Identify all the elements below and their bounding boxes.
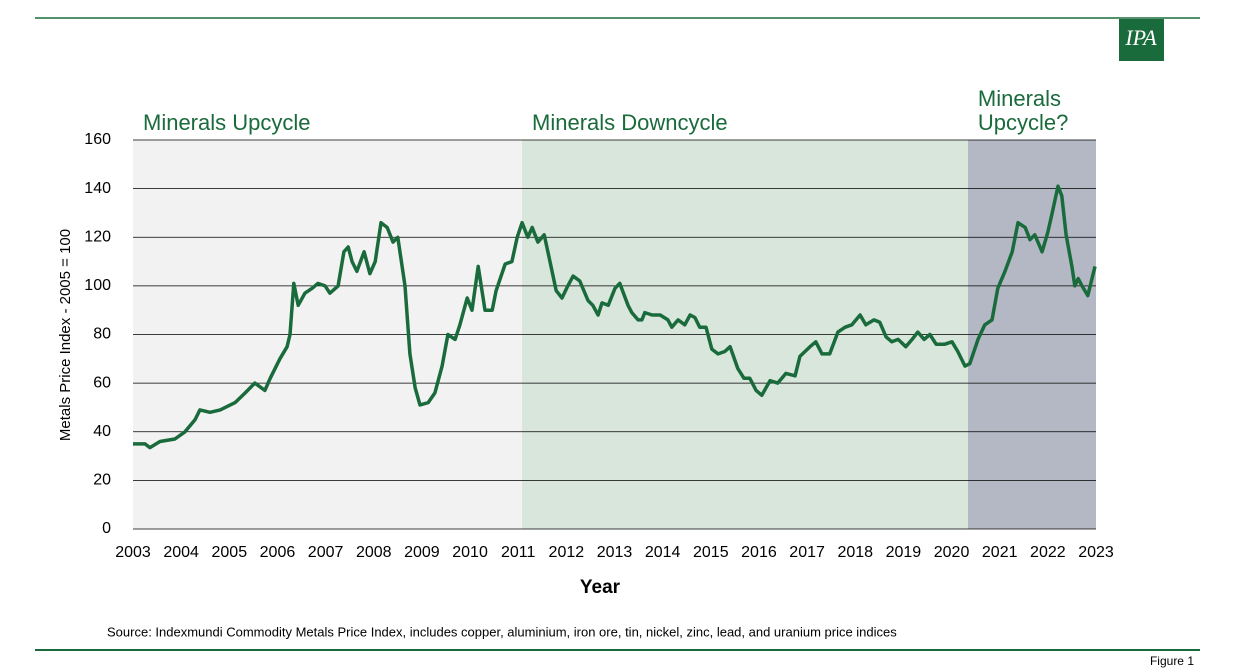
x-tick-label: 2010 — [452, 544, 488, 561]
x-tick-label: 2021 — [982, 544, 1018, 561]
source-note: Source: Indexmundi Commodity Metals Pric… — [107, 624, 897, 639]
figure-label: Figure 1 — [1150, 654, 1194, 668]
x-tick-label: 2017 — [789, 544, 825, 561]
logo: IPA — [1124, 25, 1157, 50]
y-tick-label: 140 — [84, 180, 111, 197]
x-tick-label: 2009 — [404, 544, 440, 561]
x-tick-label: 2006 — [260, 544, 296, 561]
x-tick-label: 2014 — [645, 544, 681, 561]
x-tick-label: 2007 — [308, 544, 344, 561]
x-tick-label: 2012 — [549, 544, 585, 561]
x-tick-label: 2020 — [934, 544, 970, 561]
x-tick-label: 2023 — [1078, 544, 1114, 561]
y-tick-label: 100 — [84, 277, 111, 294]
logo-box — [1119, 19, 1164, 61]
y-tick-label: 80 — [93, 326, 111, 343]
region-label: Upcycle? — [978, 110, 1068, 135]
region-label: Minerals Downcycle — [532, 110, 728, 135]
x-tick-label: 2008 — [356, 544, 392, 561]
x-tick-label: 2003 — [115, 544, 151, 561]
x-tick-label: 2011 — [501, 544, 536, 561]
y-tick-label: 40 — [93, 423, 111, 440]
x-tick-label: 2005 — [212, 544, 248, 561]
x-tick-label: 2022 — [1030, 544, 1066, 561]
region-label: Minerals — [978, 86, 1061, 111]
y-axis-label: Metals Price Index - 2005 = 100 — [57, 229, 74, 441]
x-tick-label: 2018 — [837, 544, 873, 561]
x-tick-label: 2019 — [886, 544, 922, 561]
x-axis-label: Year — [580, 577, 621, 598]
y-tick-label: 0 — [102, 520, 111, 537]
data-line — [133, 184, 1097, 450]
x-tick-label: 2004 — [163, 544, 199, 561]
x-tick-label: 2013 — [597, 544, 633, 561]
region-label: Minerals Upcycle — [143, 110, 311, 135]
x-tick-label: 2015 — [693, 544, 729, 561]
x-tick-label: 2016 — [741, 544, 777, 561]
y-tick-label: 20 — [93, 472, 111, 489]
plot-area: Minerals Upcycle Minerals Downcycle Minera… — [84, 86, 1114, 561]
y-tick-label: 60 — [93, 374, 111, 391]
y-tick-label: 160 — [84, 131, 111, 148]
y-tick-label: 120 — [84, 228, 111, 245]
